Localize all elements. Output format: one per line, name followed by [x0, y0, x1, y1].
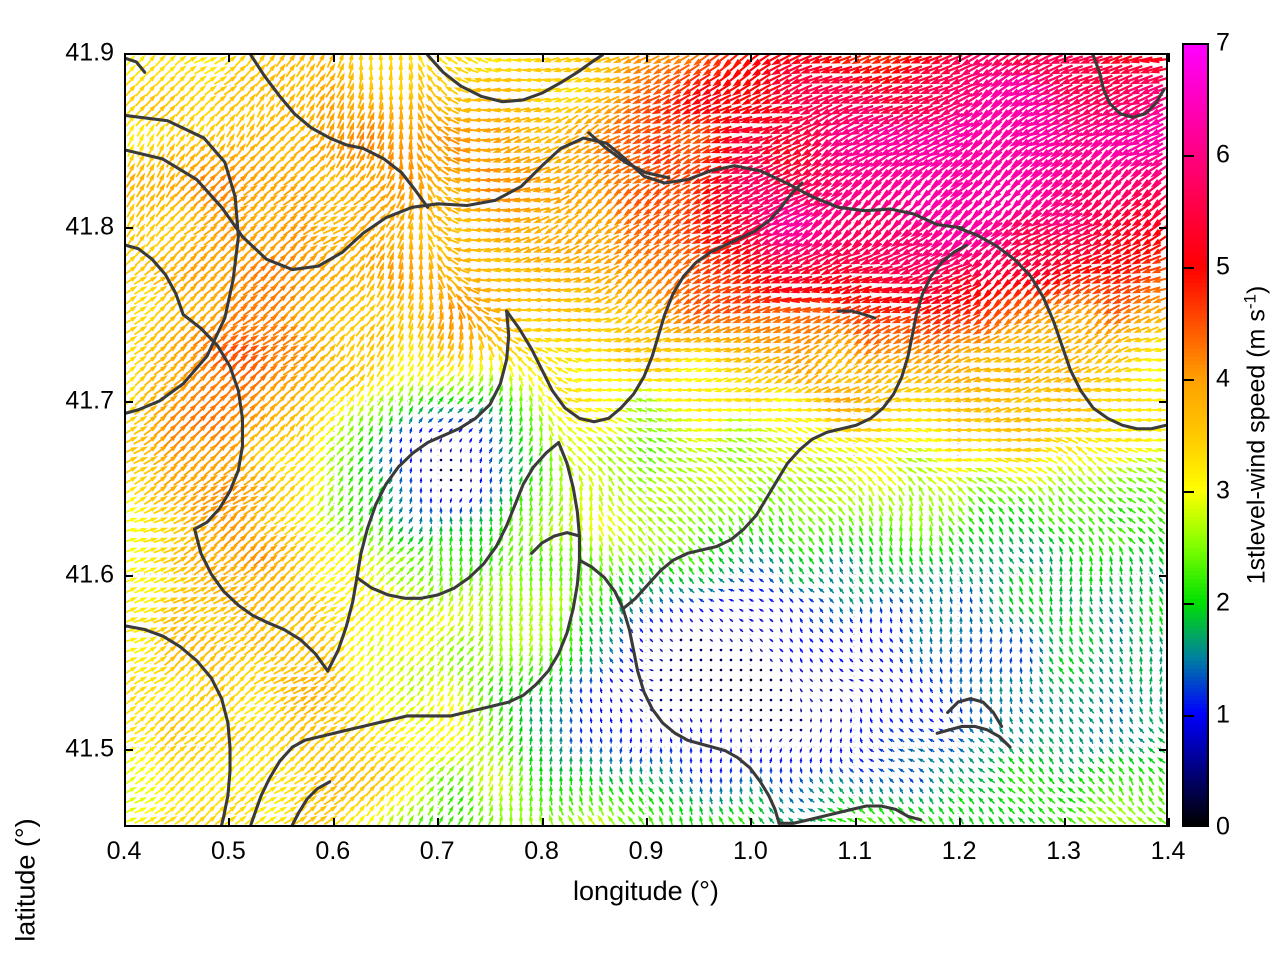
x-tick-label: 1.3: [1046, 837, 1081, 865]
colorbar-tick: [1184, 715, 1194, 717]
y-tick-label: 41.9: [65, 38, 114, 67]
x-tick-mark-top: [124, 53, 126, 62]
x-tick-mark-top: [332, 53, 335, 62]
x-tick-mark: [437, 818, 440, 827]
x-tick-mark-top: [959, 53, 962, 62]
y-tick-label: 41.6: [65, 560, 114, 589]
y-tick-mark-right: [1159, 53, 1168, 55]
colorbar-tick-label: 7: [1216, 28, 1230, 57]
x-tick-mark: [228, 818, 231, 827]
x-tick-mark-top: [646, 53, 648, 62]
x-tick-mark: [1168, 818, 1170, 827]
colorbar-tick-label: 6: [1216, 140, 1230, 169]
colorbar-tick: [1184, 379, 1194, 381]
x-tick-label: 0.9: [628, 837, 664, 865]
x-axis-title: longitude (°): [573, 876, 719, 906]
y-tick-mark: [124, 226, 133, 229]
x-tick-label: 0.7: [419, 837, 455, 865]
x-tick-mark-top: [1063, 53, 1066, 62]
y-tick-label: 41.5: [65, 734, 114, 763]
colorbar-tick: [1184, 267, 1194, 269]
colorbar-tick-label: 4: [1216, 364, 1230, 393]
x-tick-label: 1.0: [733, 837, 768, 865]
x-tick-mark-top: [437, 53, 440, 62]
x-tick-mark-top: [750, 53, 753, 62]
y-tick-mark-right: [1159, 574, 1168, 577]
x-tick-mark: [541, 818, 544, 827]
colorbar-tick: [1184, 603, 1194, 605]
y-tick-mark-right: [1159, 748, 1168, 751]
y-tick-mark: [124, 748, 133, 751]
colorbar-tick-label: 1: [1216, 700, 1230, 729]
x-tick-label: 1.1: [837, 837, 873, 865]
colorbar-tick-label: 5: [1216, 252, 1230, 281]
x-tick-mark: [959, 818, 962, 827]
x-tick-label: 0.5: [211, 837, 246, 865]
x-tick-label: 1.4: [1150, 837, 1186, 865]
y-tick-mark: [124, 574, 133, 577]
x-tick-mark: [750, 818, 753, 827]
x-tick-mark-top: [854, 53, 857, 62]
x-tick-label: 0.8: [524, 837, 559, 865]
x-tick-mark-top: [228, 53, 231, 62]
y-tick-label: 41.8: [65, 212, 114, 241]
colorbar-tick-label: 3: [1216, 476, 1230, 505]
colorbar-title: 1stlevel-wind speed (m s-1): [1240, 285, 1271, 585]
colorbar-tick: [1184, 491, 1194, 493]
vector-field-plot: [124, 53, 1168, 827]
x-tick-mark: [646, 818, 648, 827]
x-tick-mark-top: [541, 53, 544, 62]
y-axis-title: latitude (°): [10, 818, 41, 942]
x-tick-mark: [1063, 818, 1066, 827]
x-tick-label: 0.6: [315, 837, 351, 865]
y-tick-mark: [124, 400, 133, 403]
wind-vector-arrows: [126, 55, 1166, 825]
colorbar-tick-label: 0: [1216, 812, 1230, 841]
colorbar: [1182, 43, 1209, 827]
y-tick-label: 41.7: [65, 386, 114, 415]
colorbar-tick: [1184, 155, 1194, 157]
x-tick-label: 0.4: [106, 837, 142, 865]
x-tick-mark: [124, 818, 126, 827]
x-tick-label: 1.2: [941, 837, 977, 865]
x-tick-mark: [854, 818, 857, 827]
colorbar-tick-label: 2: [1216, 588, 1230, 617]
colorbar-gradient: [1184, 45, 1207, 825]
y-tick-mark-right: [1159, 226, 1168, 229]
y-tick-mark: [124, 53, 133, 55]
coastline-contours: [126, 55, 1166, 825]
x-tick-mark: [332, 818, 335, 827]
figure-canvas: 0.4 0.5 0.6 0.7 0.8 0.9 1.0 1.1 1.2 1.3 1.4 41.5 41…: [10, 28, 1271, 942]
x-tick-mark-top: [1168, 53, 1170, 62]
y-tick-mark-right: [1159, 400, 1168, 403]
